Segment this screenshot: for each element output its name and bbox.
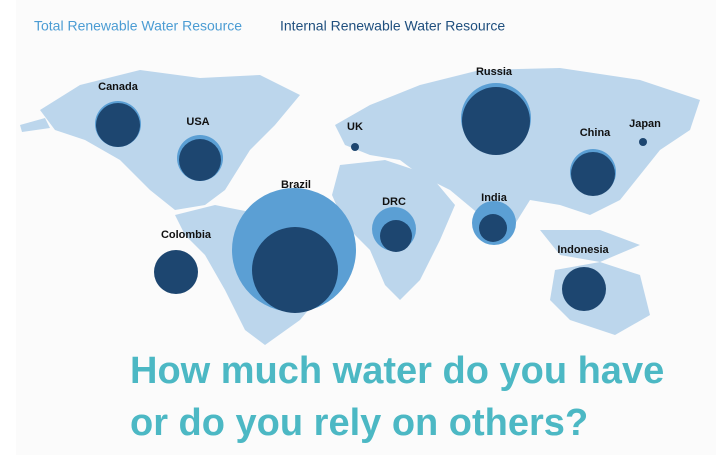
- internal-bubble: [639, 138, 647, 146]
- country-label: China: [580, 127, 611, 139]
- country-label: India: [481, 192, 508, 204]
- country-label: Japan: [629, 118, 661, 130]
- country-label: DRC: [382, 196, 406, 208]
- internal-bubble: [462, 87, 530, 155]
- country-label: UK: [347, 121, 363, 133]
- internal-bubble: [562, 267, 606, 311]
- legend: Total Renewable Water Resource Internal …: [34, 18, 505, 34]
- country-label: Canada: [98, 81, 139, 93]
- internal-bubble: [154, 250, 198, 294]
- country-label: Russia: [476, 66, 513, 78]
- internal-bubble: [380, 220, 412, 252]
- country-label: Colombia: [161, 229, 212, 241]
- legend-total: Total Renewable Water Resource: [34, 18, 242, 34]
- internal-bubble: [96, 103, 140, 147]
- title-line: How much water do you have: [130, 350, 664, 392]
- internal-bubble: [571, 152, 615, 196]
- internal-bubble: [179, 139, 221, 181]
- legend-internal: Internal Renewable Water Resource: [280, 18, 505, 34]
- internal-bubble: [351, 143, 359, 151]
- country-label: USA: [186, 116, 209, 128]
- internal-bubble: [252, 227, 338, 313]
- country-label: Brazil: [281, 179, 311, 191]
- bubbles: Canada USA UK Russia Japan China Brazil DRC Indi…: [95, 66, 661, 313]
- country-label: Indonesia: [557, 244, 609, 256]
- internal-bubble: [479, 214, 507, 242]
- title-line: or do you rely on others?: [130, 402, 588, 444]
